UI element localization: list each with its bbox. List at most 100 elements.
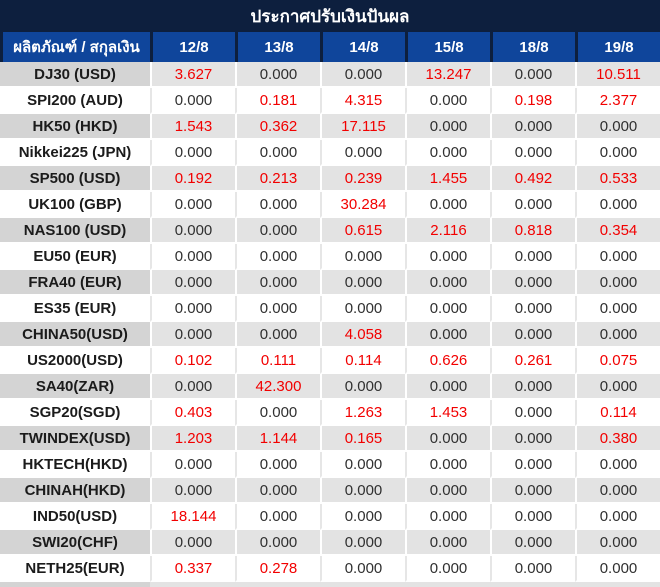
dividend-value: 3.627 (150, 62, 235, 88)
dividend-value: 0.000 (150, 88, 235, 114)
dividend-value: 0.000 (490, 504, 575, 530)
dividend-value: 0.000 (320, 62, 405, 88)
product-label: IND50(USD) (0, 504, 150, 530)
next-row-partial-strip (0, 582, 660, 587)
dividend-value: 0.075 (575, 348, 660, 374)
dividend-value: 0.278 (235, 556, 320, 582)
dividend-value: 10.511 (575, 62, 660, 88)
dividend-value: 2.116 (405, 218, 490, 244)
dividend-value: 0.000 (235, 218, 320, 244)
page-title: ประกาศปรับเงินปันผล (250, 6, 410, 26)
product-currency-column-header: ผลิตภัณฑ์ / สกุลเงิน (0, 32, 150, 62)
dividend-value: 0.000 (490, 322, 575, 348)
dividend-value: 2.377 (575, 88, 660, 114)
dividend-value: 0.000 (490, 478, 575, 504)
dividend-value: 0.337 (150, 556, 235, 582)
dividend-value: 0.000 (490, 296, 575, 322)
dividend-value: 0.000 (320, 504, 405, 530)
dividend-value: 13.247 (405, 62, 490, 88)
next-row-values-fragment (150, 582, 660, 587)
dividend-value: 0.000 (150, 218, 235, 244)
dividend-value: 0.000 (405, 140, 490, 166)
dividend-value: 0.000 (150, 296, 235, 322)
dividend-value: 0.000 (405, 374, 490, 400)
dividend-value: 0.000 (320, 556, 405, 582)
dividend-value: 0.111 (235, 348, 320, 374)
dividend-value: 0.000 (320, 478, 405, 504)
dividend-value: 0.000 (405, 192, 490, 218)
dividend-value: 0.000 (490, 426, 575, 452)
dividend-value: 0.000 (405, 478, 490, 504)
dividend-value: 0.000 (575, 192, 660, 218)
dividend-value: 0.000 (490, 244, 575, 270)
table-header-row: ผลิตภัณฑ์ / สกุลเงิน 12/8 13/8 14/8 15/8 18/… (0, 32, 660, 62)
dividend-value: 0.000 (490, 192, 575, 218)
dividend-value: 0.000 (575, 374, 660, 400)
dividend-value: 17.115 (320, 114, 405, 140)
product-label: TWINDEX(USD) (0, 426, 150, 452)
dividend-value: 0.000 (150, 452, 235, 478)
dividend-value: 0.354 (575, 218, 660, 244)
dividend-value: 0.380 (575, 426, 660, 452)
dividend-value: 0.000 (320, 374, 405, 400)
table-row: SP500 (USD) 0.192 0.213 0.239 1.455 0.492 0.53… (0, 166, 660, 192)
dividend-value: 0.000 (150, 244, 235, 270)
dividend-value: 0.000 (235, 62, 320, 88)
dividend-table-body: DJ30 (USD) 3.627 0.000 0.000 13.247 0.000 10.5… (0, 62, 660, 582)
dividend-value: 0.818 (490, 218, 575, 244)
dividend-value: 0.000 (575, 322, 660, 348)
dividend-value: 0.000 (235, 244, 320, 270)
product-label: US2000(USD) (0, 348, 150, 374)
product-label: HKTECH(HKD) (0, 452, 150, 478)
product-label: FRA40 (EUR) (0, 270, 150, 296)
dividend-value: 0.000 (405, 88, 490, 114)
table-row: DJ30 (USD) 3.627 0.000 0.000 13.247 0.000 10.5… (0, 62, 660, 88)
dividend-value: 0.000 (575, 244, 660, 270)
dividend-value: 1.144 (235, 426, 320, 452)
date-column-header: 15/8 (405, 32, 490, 62)
dividend-value: 0.000 (235, 192, 320, 218)
dividend-value: 0.000 (320, 296, 405, 322)
product-label: UK100 (GBP) (0, 192, 150, 218)
next-row-label-fragment (0, 582, 150, 587)
dividend-value: 18.144 (150, 504, 235, 530)
dividend-value: 0.213 (235, 166, 320, 192)
table-row: CHINAH(HKD) 0.000 0.000 0.000 0.000 0.000 0.00… (0, 478, 660, 504)
table-row: SGP20(SGD) 0.403 0.000 1.263 1.453 0.000 0.114 (0, 400, 660, 426)
dividend-value: 0.198 (490, 88, 575, 114)
dividend-value: 0.000 (320, 244, 405, 270)
table-row: HK50 (HKD) 1.543 0.362 17.115 0.000 0.000 0.00… (0, 114, 660, 140)
table-row: EU50 (EUR) 0.000 0.000 0.000 0.000 0.000 0.000 (0, 244, 660, 270)
dividend-value: 0.000 (405, 452, 490, 478)
table-title-bar: ประกาศปรับเงินปันผล (0, 0, 660, 32)
product-label: SWI20(CHF) (0, 530, 150, 556)
dividend-value: 0.000 (235, 140, 320, 166)
dividend-value: 0.000 (405, 244, 490, 270)
dividend-value: 0.114 (320, 348, 405, 374)
dividend-value: 0.192 (150, 166, 235, 192)
dividend-value: 0.000 (575, 556, 660, 582)
dividend-value: 0.181 (235, 88, 320, 114)
dividend-value: 0.000 (405, 530, 490, 556)
table-row: UK100 (GBP) 0.000 0.000 30.284 0.000 0.000 0.0… (0, 192, 660, 218)
dividend-value: 0.000 (405, 426, 490, 452)
table-row: SA40(ZAR) 0.000 42.300 0.000 0.000 0.000 0.000 (0, 374, 660, 400)
dividend-value: 0.000 (320, 270, 405, 296)
table-row: US2000(USD) 0.102 0.111 0.114 0.626 0.261 0.07… (0, 348, 660, 374)
dividend-value: 0.000 (320, 140, 405, 166)
dividend-value: 0.000 (575, 296, 660, 322)
dividend-value: 0.000 (235, 270, 320, 296)
dividend-value: 0.000 (320, 530, 405, 556)
dividend-value: 0.000 (150, 478, 235, 504)
dividend-value: 0.362 (235, 114, 320, 140)
dividend-value: 0.000 (405, 114, 490, 140)
dividend-value: 0.000 (405, 296, 490, 322)
dividend-value: 0.626 (405, 348, 490, 374)
dividend-value: 0.000 (235, 322, 320, 348)
dividend-value: 0.492 (490, 166, 575, 192)
product-label: CHINA50(USD) (0, 322, 150, 348)
product-label: HK50 (HKD) (0, 114, 150, 140)
dividend-value: 0.000 (150, 374, 235, 400)
product-label: CHINAH(HKD) (0, 478, 150, 504)
table-row: SPI200 (AUD) 0.000 0.181 4.315 0.000 0.198 2.3… (0, 88, 660, 114)
